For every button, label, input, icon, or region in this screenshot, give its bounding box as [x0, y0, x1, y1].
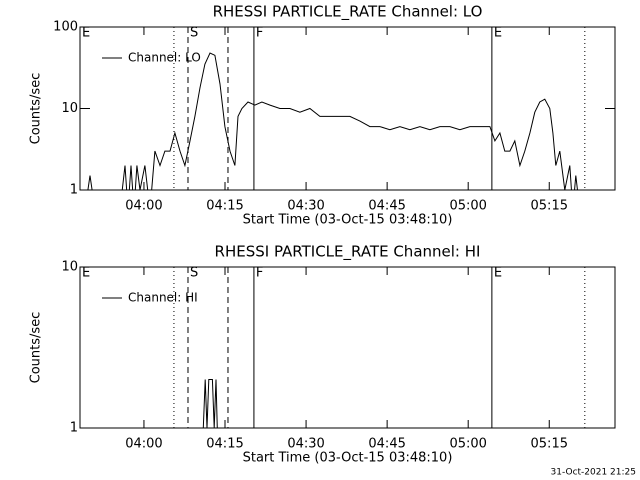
y-tick-label: 100 — [53, 20, 78, 35]
plot-frame — [79, 266, 616, 429]
x-axis-label: Start Time (03-Oct-15 03:48:10) — [243, 451, 453, 466]
x-tick-label: 04:30 — [287, 199, 324, 214]
y-tick-label: 1 — [70, 183, 78, 198]
x-tick-label: 04:15 — [206, 437, 243, 452]
x-tick-label: 04:45 — [368, 437, 405, 452]
legend-label: Channel: HI — [128, 291, 198, 305]
x-axis-label: Start Time (03-Oct-15 03:48:10) — [243, 213, 453, 228]
annotation: E — [82, 266, 90, 281]
y-tick-label: 10 — [61, 260, 78, 275]
x-tick-label: 05:15 — [531, 199, 568, 214]
y-axis-label: Counts/sec — [29, 312, 44, 384]
annotation: F — [256, 266, 263, 281]
y-axis-label: Counts/sec — [29, 73, 44, 145]
x-tick-label: 05:00 — [449, 437, 486, 452]
annotation: S — [190, 26, 198, 41]
x-tick-label: 05:15 — [531, 437, 568, 452]
annotation: S — [190, 266, 198, 281]
data-line — [202, 379, 218, 428]
footer: 31-Oct-2021 21:25 — [551, 468, 636, 478]
annotation: E — [82, 26, 90, 41]
y-tick-label: 1 — [70, 421, 78, 436]
chart-title: RHESSI PARTICLE_RATE Channel: LO — [213, 3, 483, 22]
legend-label: Channel: LO — [128, 51, 201, 65]
annotation: F — [256, 26, 263, 41]
chart-title: RHESSI PARTICLE_RATE Channel: HI — [215, 243, 481, 262]
x-tick-label: 04:45 — [368, 199, 405, 214]
x-tick-label: 04:15 — [206, 199, 243, 214]
data-line — [87, 52, 578, 190]
x-tick-label: 04:30 — [287, 437, 324, 452]
x-tick-label: 05:00 — [449, 199, 486, 214]
x-tick-label: 04:00 — [125, 199, 162, 214]
annotation: E — [494, 26, 502, 41]
annotation: E — [494, 266, 502, 281]
x-tick-label: 04:00 — [125, 437, 162, 452]
y-tick-label: 10 — [61, 101, 78, 116]
